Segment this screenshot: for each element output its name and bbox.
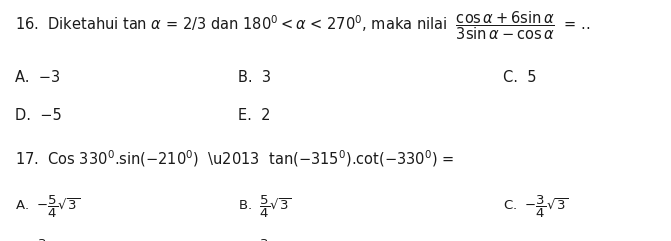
Text: E.  $\dfrac{3}{4}$: E. $\dfrac{3}{4}$ xyxy=(238,238,270,241)
Text: D.  $\dfrac{3}{4}\sqrt{3}$: D. $\dfrac{3}{4}\sqrt{3}$ xyxy=(15,238,70,241)
Text: B.  $\dfrac{5}{4}\sqrt{3}$: B. $\dfrac{5}{4}\sqrt{3}$ xyxy=(238,194,292,220)
Text: E.  2: E. 2 xyxy=(238,108,270,123)
Text: A.  −3: A. −3 xyxy=(15,70,60,85)
Text: 16.  Diketahui tan $\alpha$ = 2/3 dan 180$^{0}$$<$$\alpha$ < 270$^{0}$, maka nil: 16. Diketahui tan $\alpha$ = 2/3 dan 180… xyxy=(15,9,590,42)
Text: C.  $-\dfrac{3}{4}\sqrt{3}$: C. $-\dfrac{3}{4}\sqrt{3}$ xyxy=(503,194,568,220)
Text: B.  3: B. 3 xyxy=(238,70,271,85)
Text: D.  −5: D. −5 xyxy=(15,108,62,123)
Text: 17.  Cos 330$^{0}$.sin($-$210$^{0}$)  \u2013  tan($-$315$^{0}$).cot($-$330$^{0}$: 17. Cos 330$^{0}$.sin($-$210$^{0}$) \u20… xyxy=(15,149,454,169)
Text: C.  5: C. 5 xyxy=(503,70,537,85)
Text: A.  $-\dfrac{5}{4}\sqrt{3}$: A. $-\dfrac{5}{4}\sqrt{3}$ xyxy=(15,194,80,220)
